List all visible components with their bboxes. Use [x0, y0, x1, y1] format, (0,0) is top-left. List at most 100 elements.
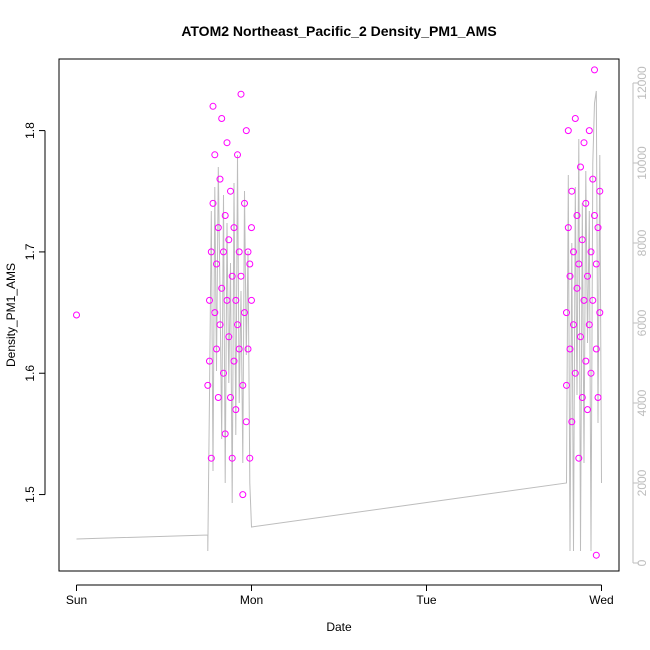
- data-point: [235, 345, 243, 353]
- data-point: [227, 187, 234, 195]
- data-point: [578, 394, 586, 401]
- y-axis-left: 1.5 1.6 1.7 1.8: [23, 122, 46, 503]
- data-point: [587, 248, 595, 256]
- series-line: [76, 90, 602, 552]
- data-point: [206, 357, 213, 365]
- data-point: [230, 357, 238, 365]
- data-point: [73, 311, 80, 319]
- data-point: [211, 309, 219, 317]
- data-point: [230, 224, 238, 232]
- chart-title: ATOM2 Northeast_Pacific_2 Density_PM1_AM…: [181, 23, 496, 39]
- data-point: [213, 260, 220, 268]
- data-point: [221, 212, 229, 219]
- data-point: [573, 284, 581, 292]
- data-point: [580, 296, 588, 304]
- data-point: [582, 357, 590, 365]
- data-point: [239, 381, 247, 389]
- data-point: [564, 224, 572, 232]
- data-point: [207, 454, 215, 462]
- data-point: [582, 199, 590, 207]
- data-point: [214, 394, 222, 401]
- data-point: [207, 248, 215, 256]
- data-point: [232, 296, 240, 304]
- data-point: [221, 430, 229, 438]
- data-point: [571, 115, 579, 122]
- data-point: [223, 139, 231, 147]
- data-point: [573, 212, 581, 219]
- y2-tick-label: 6000: [635, 309, 649, 336]
- y-tick-label: 1.6: [23, 365, 37, 382]
- data-point: [228, 454, 236, 462]
- data-point: [596, 309, 604, 317]
- data-point: [218, 284, 226, 292]
- data-point: [237, 272, 245, 280]
- data-point: [578, 236, 586, 244]
- data-point: [589, 175, 597, 183]
- data-point: [218, 115, 226, 122]
- data-point: [575, 260, 583, 268]
- data-point: [211, 151, 219, 159]
- data-point: [591, 66, 598, 74]
- data-point: [580, 139, 588, 147]
- data-point: [234, 151, 241, 159]
- plot-frame: [58, 58, 620, 572]
- data-point: [577, 163, 584, 171]
- data-point: [589, 296, 597, 304]
- data-point: [566, 272, 574, 280]
- x-axis: Sun Mon Tue Wed: [66, 584, 614, 607]
- line-series: [76, 90, 602, 552]
- data-point: [209, 199, 217, 207]
- data-point: [596, 187, 604, 195]
- data-point: [584, 272, 591, 280]
- data-point: [591, 212, 598, 219]
- data-point: [220, 248, 227, 256]
- data-point: [234, 321, 241, 329]
- y2-tick-label: 0: [635, 559, 649, 566]
- data-point: [235, 248, 243, 256]
- data-point: [209, 102, 217, 110]
- data-point: [568, 187, 576, 195]
- data-point: [592, 345, 600, 353]
- data-point: [592, 551, 600, 559]
- data-point: [239, 491, 247, 499]
- data-point: [246, 454, 254, 462]
- y2-tick-label: 8000: [635, 229, 649, 256]
- y2-tick-label: 12000: [635, 66, 649, 100]
- y-tick-label: 1.5: [23, 486, 37, 503]
- data-point: [577, 333, 584, 341]
- data-point: [242, 418, 250, 426]
- data-point: [563, 381, 570, 389]
- data-point: [241, 199, 248, 207]
- y-tick-label: 1.7: [23, 243, 37, 260]
- data-point: [244, 248, 252, 256]
- data-point: [568, 418, 576, 426]
- data-point: [594, 224, 602, 232]
- data-point: [566, 345, 574, 353]
- scatter-series: [73, 66, 604, 559]
- data-point: [587, 369, 595, 377]
- data-point: [220, 369, 227, 377]
- data-point: [563, 309, 570, 317]
- data-point: [571, 369, 579, 377]
- data-point: [246, 260, 254, 268]
- data-point: [585, 127, 593, 135]
- data-point: [244, 345, 252, 353]
- data-point: [248, 224, 255, 232]
- x-tick-label: Wed: [589, 593, 613, 607]
- data-point: [227, 394, 234, 401]
- data-point: [228, 272, 236, 280]
- data-point: [592, 260, 600, 268]
- data-point: [585, 321, 593, 329]
- data-point: [564, 127, 572, 135]
- data-point: [575, 454, 583, 462]
- data-point: [216, 321, 224, 329]
- x-tick-label: Tue: [416, 593, 437, 607]
- data-point: [213, 345, 220, 353]
- x-tick-label: Mon: [240, 593, 263, 607]
- y-tick-label: 1.8: [23, 122, 37, 139]
- data-point: [570, 248, 577, 256]
- data-point: [241, 309, 248, 317]
- data-point: [248, 296, 255, 304]
- y2-tick-label: 2000: [635, 469, 649, 496]
